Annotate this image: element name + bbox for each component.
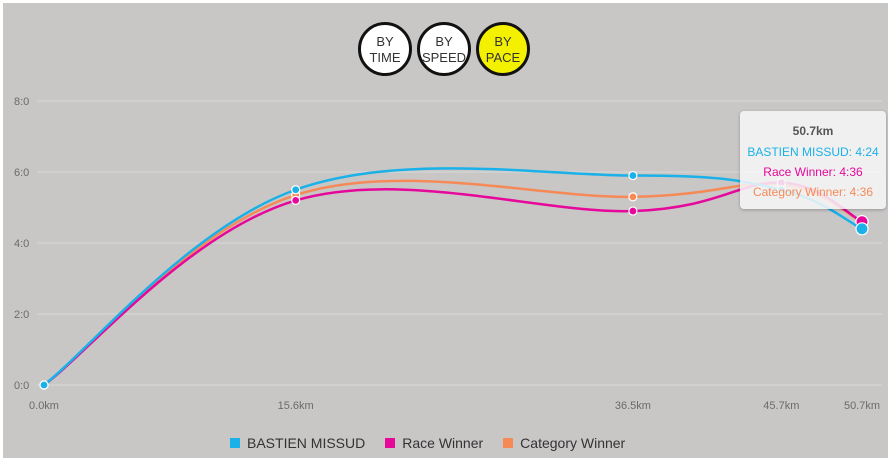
tooltip-line-category-winner: Category Winner: 4:36	[752, 185, 874, 199]
by-time-toggle[interactable]: BY TIME	[358, 22, 412, 76]
legend-item-race-winner[interactable]: Race Winner	[385, 435, 483, 451]
y-tick-label: 2:0	[14, 309, 29, 321]
data-point-race-winner	[291, 195, 301, 205]
legend-swatch-category-winner	[503, 438, 514, 448]
tooltip-line-bastien: BASTIEN MISSUD: 4:24	[747, 145, 879, 159]
series-line-category-winner	[43, 179, 863, 386]
tooltip-title: 50.7km	[792, 124, 834, 138]
x-tick-label: 50.7km	[844, 400, 880, 412]
chart-panel	[3, 3, 888, 458]
data-point-bastien-missud	[291, 185, 301, 195]
y-tick-label: 8:0	[14, 96, 29, 108]
y-tick-label: 0:0	[14, 380, 29, 392]
tooltip-line-race-winner: Race Winner: 4:36	[763, 165, 863, 179]
data-point-bastien-missud	[628, 170, 638, 181]
chart-legend: BASTIEN MISSUD Race Winner Category Winn…	[230, 432, 645, 454]
legend-item-category-winner[interactable]: Category Winner	[503, 435, 625, 451]
chart-tooltip: 50.7km BASTIEN MISSUD: 4:24 Race Winner:…	[740, 111, 886, 209]
data-point-bastien-missud	[39, 380, 49, 390]
by-time-label: BY TIME	[369, 33, 401, 65]
by-pace-toggle[interactable]: BY PACE	[476, 22, 530, 76]
series-line-race-winner	[43, 181, 863, 387]
data-point-race-winner	[628, 206, 638, 216]
by-pace-label: BY PACE	[485, 33, 521, 65]
legend-item-bastien-missud[interactable]: BASTIEN MISSUD	[230, 435, 365, 451]
by-speed-label: BY SPEED	[421, 33, 467, 65]
legend-swatch-race-winner	[385, 438, 396, 448]
legend-label-race-winner: Race Winner	[402, 435, 484, 451]
x-tick-label: 45.7km	[763, 400, 799, 412]
data-point-category-winner	[628, 192, 638, 202]
legend-label-category-winner: Category Winner	[520, 435, 626, 451]
x-tick-label: 36.5km	[615, 400, 651, 412]
view-toggle-group: BY TIME BY SPEED BY PACE	[358, 22, 534, 78]
x-tick-label: 0.0km	[29, 400, 59, 412]
legend-swatch-bastien-missud	[230, 438, 240, 448]
by-speed-toggle[interactable]: BY SPEED	[417, 22, 471, 76]
data-point-bastien-missud	[855, 222, 869, 236]
y-tick-label: 6:0	[14, 167, 29, 179]
legend-label-bastien-missud: BASTIEN MISSUD	[247, 435, 366, 451]
y-tick-label: 4:0	[14, 238, 29, 250]
x-tick-label: 15.6km	[278, 400, 314, 412]
